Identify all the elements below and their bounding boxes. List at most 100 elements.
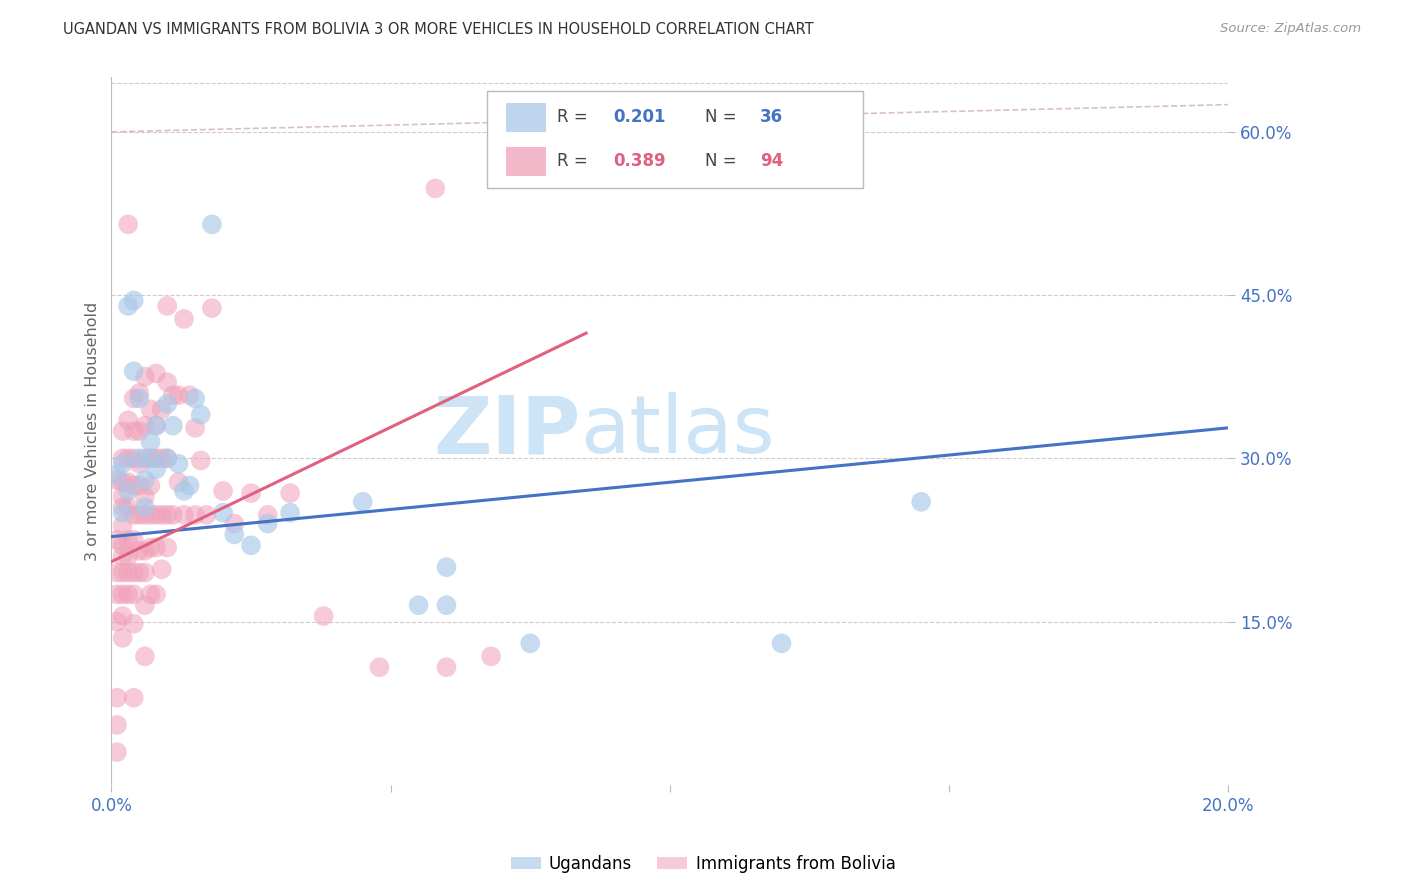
Point [145, 418, 167, 433]
Text: UGANDAN VS IMMIGRANTS FROM BOLIVIA 3 OR MORE VEHICLES IN HOUSEHOLD CORRELATION C: UGANDAN VS IMMIGRANTS FROM BOLIVIA 3 OR … [63, 22, 814, 37]
Point [167, 475, 190, 490]
Point [134, 473, 156, 487]
Point [111, 631, 134, 645]
Point [105, 615, 128, 629]
Point [117, 549, 139, 564]
Point [145, 462, 167, 476]
Point [184, 421, 207, 435]
Point [111, 424, 134, 438]
Point [111, 475, 134, 490]
Point [122, 364, 145, 378]
Point [162, 508, 184, 522]
Point [105, 533, 128, 547]
Point [134, 369, 156, 384]
Point [190, 408, 212, 422]
Point [150, 451, 173, 466]
Point [139, 402, 162, 417]
Point [436, 660, 458, 674]
Point [145, 541, 167, 555]
Point [156, 397, 179, 411]
Point [139, 587, 162, 601]
Point [910, 495, 932, 509]
Point [111, 506, 134, 520]
Point [139, 541, 162, 555]
Point [128, 424, 150, 438]
Point [145, 508, 167, 522]
Point [184, 392, 207, 406]
Point [105, 587, 128, 601]
Point [122, 478, 145, 492]
Point [111, 489, 134, 503]
Point [134, 500, 156, 515]
Point [139, 451, 162, 466]
Point [173, 312, 195, 326]
Point [436, 560, 458, 574]
Point [436, 598, 458, 612]
Text: atlas: atlas [581, 392, 775, 470]
Point [111, 538, 134, 552]
Point [105, 566, 128, 580]
Point [105, 745, 128, 759]
Point [128, 386, 150, 401]
Point [156, 508, 179, 522]
Point [122, 690, 145, 705]
Point [117, 413, 139, 427]
Point [128, 543, 150, 558]
Point [134, 598, 156, 612]
Point [117, 299, 139, 313]
Point [134, 649, 156, 664]
Point [167, 388, 190, 402]
Point [162, 388, 184, 402]
Y-axis label: 3 or more Vehicles in Household: 3 or more Vehicles in Household [86, 301, 100, 561]
Point [156, 451, 179, 466]
Point [111, 457, 134, 471]
Point [111, 566, 134, 580]
Point [134, 566, 156, 580]
Point [212, 483, 235, 498]
Point [111, 587, 134, 601]
Point [117, 500, 139, 515]
Point [150, 402, 173, 417]
Point [122, 508, 145, 522]
Point [117, 483, 139, 498]
Point [352, 495, 374, 509]
Point [111, 609, 134, 624]
Point [256, 516, 278, 531]
Point [201, 218, 224, 232]
Point [278, 486, 301, 500]
Point [519, 636, 541, 650]
Point [122, 533, 145, 547]
Point [173, 483, 195, 498]
Point [145, 587, 167, 601]
Point [139, 478, 162, 492]
Point [150, 508, 173, 522]
Point [105, 690, 128, 705]
Point [117, 533, 139, 547]
Point [167, 457, 190, 471]
Legend: Ugandans, Immigrants from Bolivia: Ugandans, Immigrants from Bolivia [503, 848, 903, 880]
Point [134, 489, 156, 503]
Point [122, 587, 145, 601]
Point [145, 418, 167, 433]
Point [105, 718, 128, 732]
Point [122, 566, 145, 580]
Point [156, 375, 179, 389]
Point [128, 566, 150, 580]
Point [145, 451, 167, 466]
Point [162, 418, 184, 433]
Point [201, 301, 224, 315]
Point [122, 424, 145, 438]
Point [240, 538, 263, 552]
Point [312, 609, 335, 624]
Point [425, 181, 447, 195]
Point [111, 518, 134, 533]
Point [408, 598, 430, 612]
Point [195, 508, 218, 522]
Point [190, 453, 212, 467]
Point [156, 299, 179, 313]
Point [139, 434, 162, 449]
Point [173, 508, 195, 522]
Point [134, 451, 156, 466]
Point [145, 367, 167, 381]
Point [122, 451, 145, 466]
